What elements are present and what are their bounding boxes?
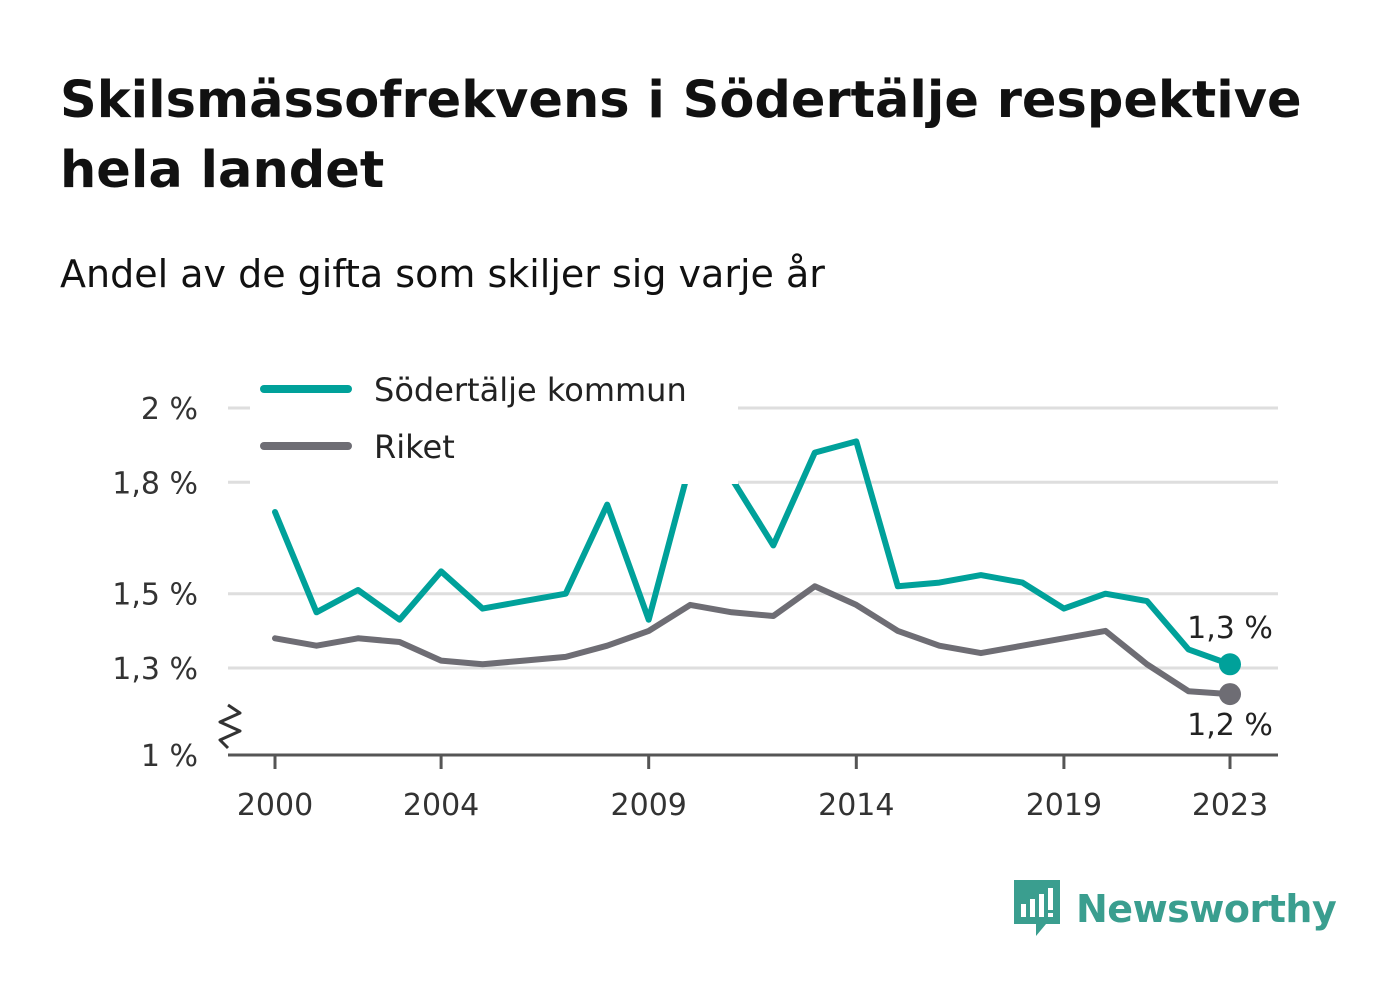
- legend: Södertälje kommun Riket: [250, 366, 738, 484]
- x-axis: 2000 2004 2009 2014 2019 2023: [228, 753, 1278, 823]
- axis-break-icon: [218, 703, 242, 750]
- y-tick-label: 1,8 %: [112, 466, 198, 501]
- x-tick-label: 2023: [1192, 788, 1268, 823]
- axis-break-zigzag: [218, 703, 242, 750]
- legend-label-sodertalje: Södertälje kommun: [374, 371, 687, 409]
- series-lines: [272, 438, 1233, 698]
- x-tick-label: 2014: [818, 788, 894, 823]
- end-markers: [1219, 653, 1241, 706]
- y-tick-label: 1 %: [141, 739, 198, 774]
- x-tick-label: 2009: [611, 788, 687, 823]
- end-label-sodertalje: 1,3 %: [1187, 611, 1273, 646]
- y-tick-label: 1,5 %: [112, 578, 198, 613]
- series-line-sodertalje: [272, 438, 1233, 668]
- end-marker-sodertalje: [1219, 653, 1241, 676]
- end-marker-riket: [1219, 683, 1241, 706]
- chart-title: Skilsmässofrekvens i Södertälje respekti…: [60, 71, 1302, 200]
- brand-name: Newsworthy: [1076, 887, 1337, 931]
- chart-subtitle: Andel av de gifta som skiljer sig varje …: [60, 252, 825, 296]
- x-tick-label: 2000: [237, 788, 313, 823]
- end-label-riket: 1,2 %: [1187, 708, 1273, 743]
- series-line-riket: [272, 583, 1233, 698]
- legend-label-riket: Riket: [374, 428, 455, 466]
- newsworthy-logo: Newsworthy: [1012, 878, 1337, 940]
- x-tick-label: 2004: [403, 788, 479, 823]
- newsworthy-logo-icon: [1014, 880, 1060, 936]
- y-axis-ticks: 1 % 1,3 % 1,5 % 1,8 % 2 %: [112, 392, 198, 774]
- x-tick-label: 2019: [1026, 788, 1102, 823]
- y-tick-label: 1,3 %: [112, 652, 198, 687]
- y-tick-label: 2 %: [141, 392, 198, 427]
